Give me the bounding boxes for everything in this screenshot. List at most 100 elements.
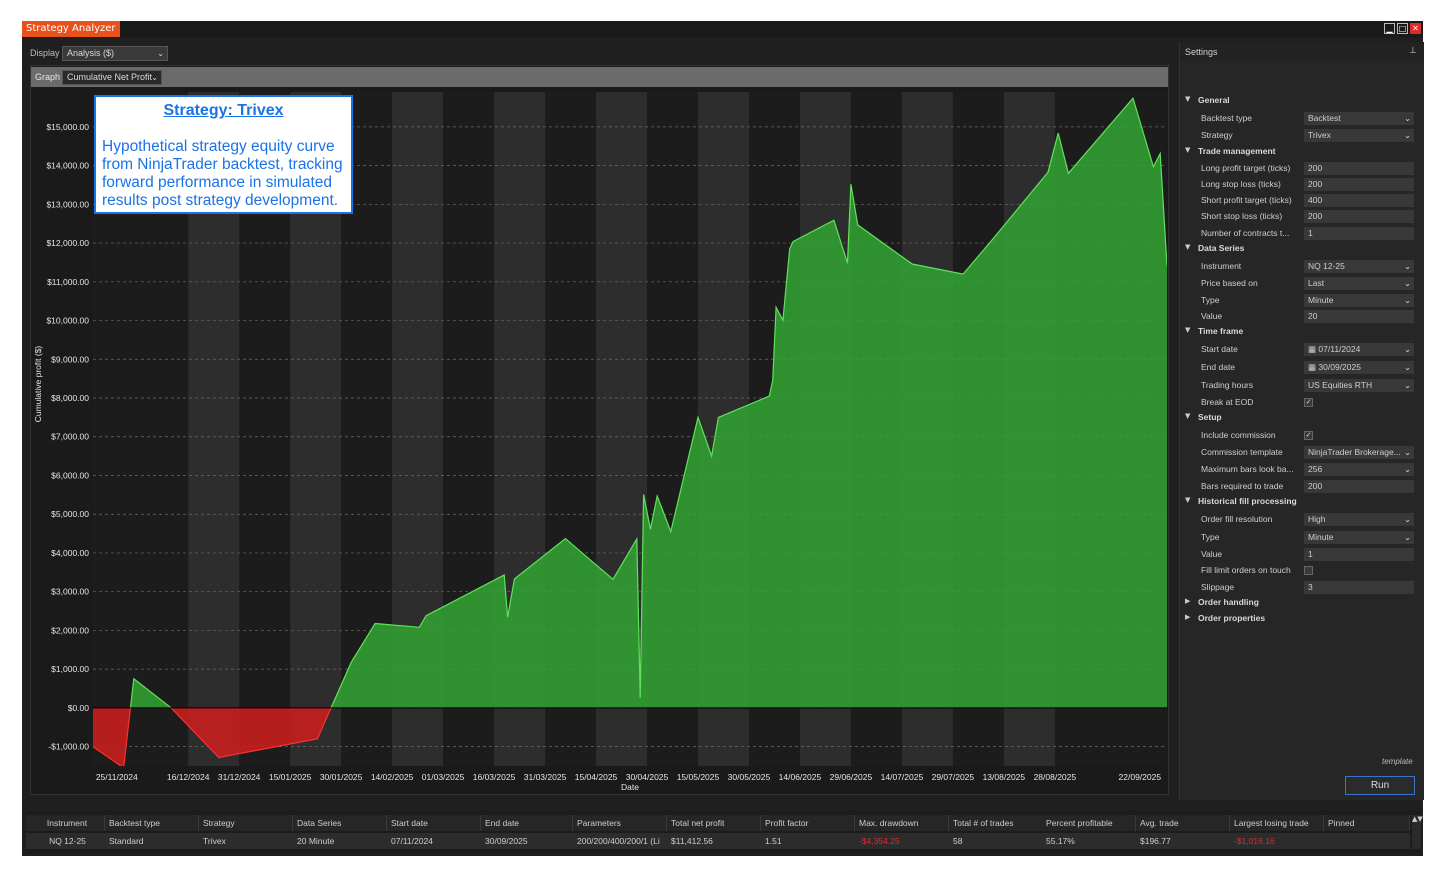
- maximize-icon[interactable]: □: [1397, 23, 1408, 34]
- run-button[interactable]: Run: [1345, 776, 1415, 795]
- pin-icon[interactable]: ⊥: [1409, 45, 1417, 55]
- result-cell[interactable]: 07/11/2024: [387, 833, 481, 849]
- result-cell[interactable]: $196.77: [1136, 833, 1230, 849]
- setting-field[interactable]: 1: [1304, 227, 1414, 240]
- expand-arrow-icon[interactable]: ▼: [1185, 146, 1191, 154]
- expand-arrow-icon[interactable]: ▼: [1185, 496, 1191, 504]
- setting-field[interactable]: 200: [1304, 480, 1414, 493]
- settings-row[interactable]: ▼ Data Series: [1180, 242, 1424, 258]
- column-header[interactable]: Max. drawdown: [855, 815, 949, 831]
- result-cell[interactable]: -$4,354.25: [855, 833, 949, 849]
- result-cell[interactable]: 55.17%: [1042, 833, 1136, 849]
- chevron-down-icon[interactable]: ⌄: [1404, 114, 1411, 123]
- result-cell[interactable]: 1.51: [761, 833, 855, 849]
- settings-row[interactable]: ▶ Order properties: [1180, 612, 1424, 628]
- column-header[interactable]: End date: [481, 815, 573, 831]
- settings-row: Type Minute ⌄: [1180, 293, 1424, 309]
- column-header[interactable]: Strategy: [199, 815, 293, 831]
- expand-arrow-icon[interactable]: ▼: [1185, 412, 1191, 420]
- setting-field[interactable]: 20: [1304, 310, 1414, 323]
- setting-dropdown[interactable]: US Equities RTH ⌄: [1304, 379, 1414, 392]
- chevron-down-icon[interactable]: ⌄: [1404, 131, 1411, 140]
- chevron-down-icon[interactable]: ⌄: [1404, 515, 1411, 524]
- settings-row: Order fill resolution High ⌄: [1180, 512, 1424, 528]
- chevron-down-icon[interactable]: ⌄: [1404, 465, 1411, 474]
- chevron-down-icon[interactable]: ⌄: [1404, 345, 1411, 354]
- setting-dropdown[interactable]: High ⌄: [1304, 513, 1414, 526]
- setting-value: 20: [1308, 311, 1318, 321]
- column-header[interactable]: Instrument: [26, 815, 105, 831]
- chevron-down-icon[interactable]: ⌄: [1404, 363, 1411, 372]
- setting-checkbox[interactable]: [1304, 566, 1313, 575]
- setting-dropdown[interactable]: Backtest ⌄: [1304, 112, 1414, 125]
- setting-date-picker[interactable]: ▦ 30/09/2025 ⌄: [1304, 361, 1414, 374]
- setting-field[interactable]: 200: [1304, 178, 1414, 191]
- column-header[interactable]: Percent profitable: [1042, 815, 1136, 831]
- graph-dropdown[interactable]: Cumulative Net Profit ⌄: [62, 70, 162, 85]
- settings-row[interactable]: ▼ Setup: [1180, 411, 1424, 427]
- setting-dropdown[interactable]: 256 ⌄: [1304, 463, 1414, 476]
- chevron-down-icon[interactable]: ⌄: [1404, 448, 1411, 457]
- setting-dropdown[interactable]: NQ 12-25 ⌄: [1304, 260, 1414, 273]
- result-cell[interactable]: $11,412.56: [667, 833, 761, 849]
- expand-arrow-icon[interactable]: ▼: [1185, 95, 1191, 103]
- column-header[interactable]: Data Series: [293, 815, 387, 831]
- setting-dropdown[interactable]: Minute ⌄: [1304, 294, 1414, 307]
- setting-value: 200: [1308, 163, 1323, 173]
- result-cell[interactable]: Trivex: [199, 833, 293, 849]
- minimize-icon[interactable]: ▁: [1384, 23, 1395, 34]
- setting-checkbox[interactable]: ✓: [1304, 398, 1313, 407]
- column-header[interactable]: Backtest type: [105, 815, 199, 831]
- setting-field[interactable]: 1: [1304, 548, 1414, 561]
- chevron-down-icon[interactable]: ⌄: [1404, 279, 1411, 288]
- chevron-down-icon[interactable]: ⌄: [1404, 262, 1411, 271]
- result-cell[interactable]: 200/200/400/200/1 (Li: [573, 833, 667, 849]
- setting-value: 200: [1308, 481, 1323, 491]
- calendar-icon[interactable]: ▦: [1308, 362, 1319, 372]
- close-icon[interactable]: ✕: [1410, 23, 1421, 34]
- result-cell[interactable]: -$1,016.16: [1230, 833, 1324, 849]
- column-header[interactable]: Avg. trade: [1136, 815, 1230, 831]
- chevron-down-icon[interactable]: ⌄: [1404, 381, 1411, 390]
- calendar-icon[interactable]: ▦: [1308, 344, 1319, 354]
- setting-value: 1: [1308, 228, 1313, 238]
- setting-dropdown[interactable]: Trivex ⌄: [1304, 129, 1414, 142]
- column-header[interactable]: Profit factor: [761, 815, 855, 831]
- setting-field[interactable]: 200: [1304, 162, 1414, 175]
- setting-value: 400: [1308, 195, 1323, 205]
- setting-field[interactable]: 3: [1304, 581, 1414, 594]
- settings-row[interactable]: ▼ Trade management: [1180, 145, 1424, 161]
- template-link[interactable]: template: [1382, 757, 1413, 766]
- setting-dropdown[interactable]: Minute ⌄: [1304, 531, 1414, 544]
- expand-arrow-icon[interactable]: ▼: [1185, 243, 1191, 251]
- result-cell[interactable]: [1324, 833, 1410, 849]
- column-header[interactable]: Start date: [387, 815, 481, 831]
- setting-field[interactable]: 400: [1304, 194, 1414, 207]
- settings-row[interactable]: ▼ Time frame: [1180, 325, 1424, 341]
- display-dropdown[interactable]: Analysis ($) ⌄: [62, 46, 168, 61]
- settings-row[interactable]: ▼ General: [1180, 94, 1424, 110]
- column-header[interactable]: Parameters: [573, 815, 667, 831]
- chevron-down-icon[interactable]: ⌄: [1404, 296, 1411, 305]
- result-cell[interactable]: 30/09/2025: [481, 833, 573, 849]
- setting-date-picker[interactable]: ▦ 07/11/2024 ⌄: [1304, 343, 1414, 356]
- expand-arrow-icon[interactable]: ▼: [1185, 326, 1191, 334]
- result-cell[interactable]: NQ 12-25: [26, 833, 105, 849]
- column-header[interactable]: Largest losing trade: [1230, 815, 1324, 831]
- setting-dropdown[interactable]: Last ⌄: [1304, 277, 1414, 290]
- setting-checkbox[interactable]: ✓: [1304, 431, 1313, 440]
- settings-row[interactable]: ▼ Historical fill processing: [1180, 495, 1424, 511]
- column-header[interactable]: Total # of trades: [949, 815, 1043, 831]
- column-header[interactable]: Pinned: [1324, 815, 1410, 831]
- collapse-arrow-icon[interactable]: ▶: [1185, 597, 1191, 605]
- setting-field[interactable]: 200: [1304, 210, 1414, 223]
- collapse-arrow-icon[interactable]: ▶: [1185, 613, 1191, 621]
- settings-row[interactable]: ▶ Order handling: [1180, 596, 1424, 612]
- chevron-down-icon[interactable]: ⌄: [1404, 533, 1411, 542]
- result-cell[interactable]: 20 Minute: [293, 833, 387, 849]
- result-cell[interactable]: Standard: [105, 833, 199, 849]
- scrollbar[interactable]: ▲▼: [1412, 815, 1423, 849]
- setting-dropdown[interactable]: NinjaTrader Brokerage... ⌄: [1304, 446, 1414, 459]
- column-header[interactable]: Total net profit: [667, 815, 761, 831]
- result-cell[interactable]: 58: [949, 833, 1043, 849]
